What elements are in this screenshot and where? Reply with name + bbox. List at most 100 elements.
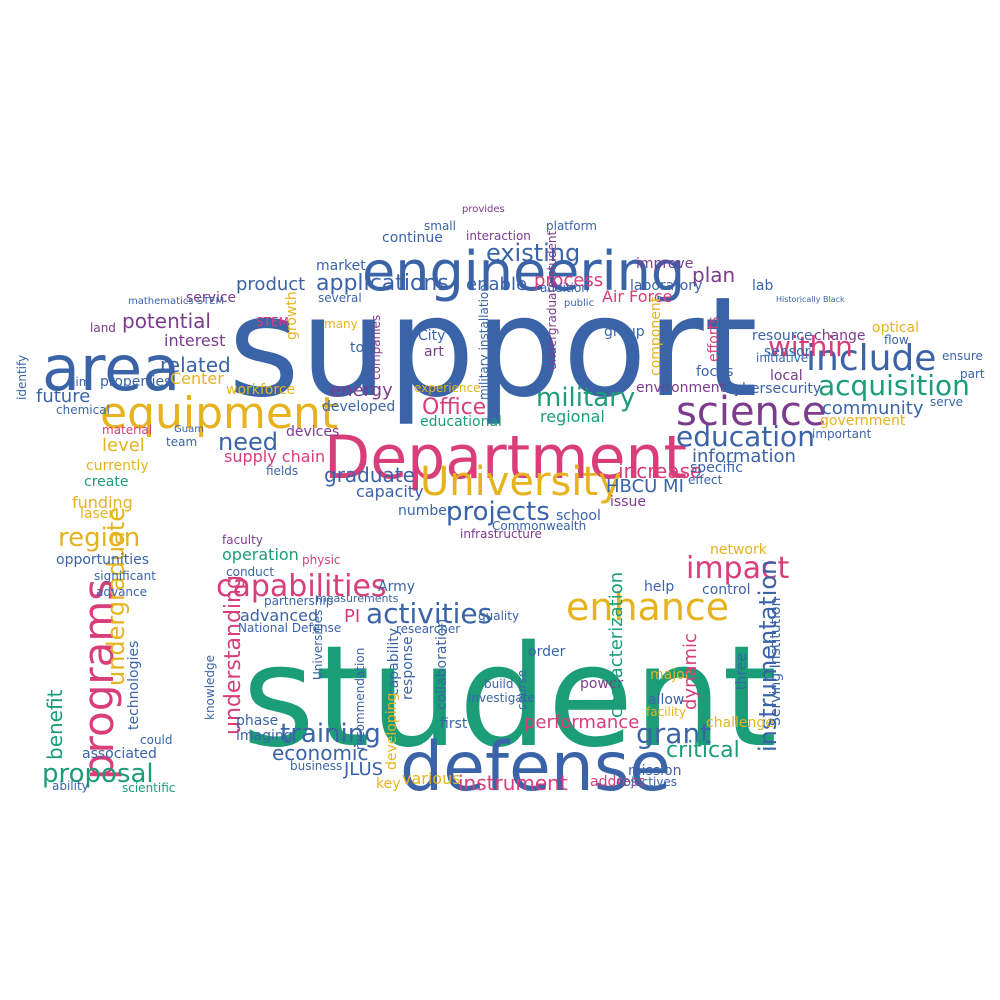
word-air-force: Air Force (602, 287, 672, 306)
word-stem: STEM (256, 315, 289, 329)
word-market: market (316, 258, 366, 274)
word-challenge: challenge (706, 715, 774, 731)
word-platform: platform (546, 219, 597, 233)
word-center: Center (170, 369, 224, 388)
word-power: power (580, 676, 624, 692)
word-experience: experience (414, 381, 481, 395)
word-mathematics-stem: mathematics STEM (128, 296, 224, 307)
word-number: number (398, 503, 453, 519)
word-information: information (692, 446, 796, 467)
word-physic: physic (302, 553, 341, 567)
word-improve: improve (636, 256, 693, 272)
word-course: course (515, 670, 529, 710)
word-activities: activities (366, 597, 492, 630)
word-help: help (644, 579, 674, 595)
word-serving-institution: Serving Institution (768, 598, 784, 727)
word-product: product (236, 274, 305, 295)
word-environment: environment (636, 380, 726, 396)
word-educational: educational (420, 414, 502, 430)
word-area: area (42, 332, 180, 405)
word-advance: advance (96, 585, 147, 599)
word-technologies: technologies (126, 641, 142, 730)
word-team: team (166, 435, 197, 449)
word-developed: developed (322, 399, 395, 415)
word-military-installation: military installation (477, 284, 491, 400)
word-school: school (556, 508, 601, 524)
word-defense: defense (400, 728, 671, 807)
word-objectives: objectives (616, 775, 677, 789)
word-instrument: instrument (458, 771, 568, 795)
word-ensure: ensure (942, 349, 983, 363)
word-investigate: investigate (468, 691, 535, 705)
word-researcher: researcher (396, 622, 460, 636)
word-city: City (418, 328, 445, 344)
word-training: training (280, 719, 381, 749)
word-currently: currently (86, 458, 149, 474)
word-jlus: JLUS (343, 759, 383, 780)
word-opportunities: opportunities (56, 552, 149, 568)
word-material: material (102, 423, 152, 437)
word-continue: continue (382, 230, 443, 246)
word-quality: quality (478, 609, 519, 623)
word-local: local (770, 368, 803, 384)
word-capacity: capacity (356, 482, 424, 501)
word-university: University (420, 459, 622, 505)
word-infrastructure: infrastructure (460, 527, 542, 541)
word-science: science (676, 389, 827, 435)
word-companies: companies (369, 315, 383, 380)
word-economic: economic (272, 741, 368, 765)
word-land: land (90, 321, 116, 335)
word-future: future (36, 386, 90, 407)
word-recommendation: recommendation (353, 648, 367, 750)
word-initiative: initiative (756, 351, 808, 365)
word-chemical: chemical (56, 403, 110, 417)
word-national-defense: National Defense (238, 621, 341, 635)
word-collaboration: collaboration (434, 619, 450, 710)
word-order: order (528, 644, 566, 660)
word-undergraduate-student: undergraduate student (545, 231, 559, 370)
word-acquisition: acquisition (818, 369, 970, 402)
word-mission: mission (628, 763, 681, 779)
word-government: government (820, 413, 906, 429)
word-understanding: understanding (221, 575, 246, 735)
word-various: various (402, 769, 461, 788)
word-measurements: measurements (316, 592, 399, 605)
word-sensor: sensor (764, 344, 811, 360)
word-efforts: efforts (706, 317, 722, 362)
word-control: control (702, 582, 751, 598)
word-addition: addition (540, 281, 589, 295)
word-growth: growth (284, 291, 300, 340)
word-flow: flow (884, 333, 909, 347)
word-address: address (590, 774, 645, 790)
word-conduct: conduct (226, 565, 274, 579)
word-supply-chain: supply chain (224, 447, 325, 466)
word-identify: identify (15, 355, 29, 400)
word-serve: serve (930, 395, 963, 409)
word-provides: provides (462, 204, 505, 215)
word-public: public (564, 298, 594, 309)
word-component: component (648, 296, 664, 376)
word-first: first (440, 716, 468, 732)
word-pi: PI (344, 606, 360, 627)
word-scientific: scientific (122, 781, 175, 795)
word-aim: aim (68, 375, 90, 389)
word-benefit: benefit (43, 689, 67, 760)
word-operation: operation (222, 545, 299, 564)
word-create: create (84, 474, 128, 490)
word-response: response (400, 636, 416, 700)
word-critical: critical (666, 738, 740, 763)
word-resource: resource (752, 328, 813, 344)
word-laboratory: laboratory (630, 278, 702, 294)
word-military: military (536, 383, 635, 413)
word-small: small (424, 219, 456, 233)
word-education: education (676, 420, 815, 453)
word-universities: Universities (311, 610, 325, 680)
word-effect: effect (688, 473, 723, 487)
word-art: art (424, 344, 444, 360)
word-graduate: graduate (324, 463, 415, 487)
word-capability: capability (386, 628, 402, 696)
word-funding: funding (72, 493, 133, 512)
word-phase: phase (236, 713, 278, 729)
word-issue: issue (610, 494, 646, 510)
